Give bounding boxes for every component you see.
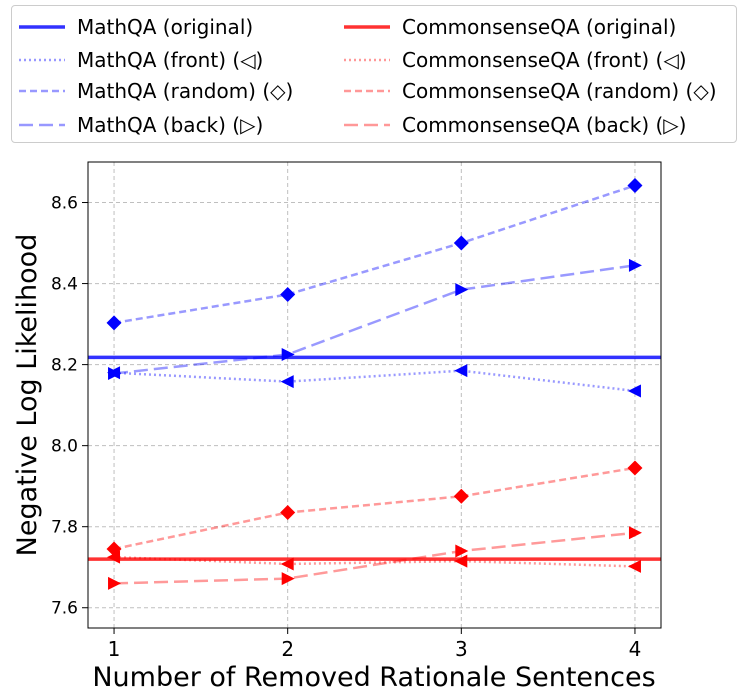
legend-swatch <box>19 89 65 93</box>
y-tick-label: 7.8 <box>51 518 78 538</box>
y-tick-label: 7.6 <box>51 599 78 619</box>
data-point <box>454 554 468 568</box>
x-tick-label: 4 <box>629 637 642 661</box>
legend-label: MathQA (back) (▷) <box>77 113 264 137</box>
series-1 <box>106 178 643 331</box>
legend-label: MathQA (original) <box>77 15 254 39</box>
data-point <box>280 557 294 571</box>
series-3 <box>107 550 641 573</box>
legend-item: CommonsenseQA (random) (◇) <box>342 76 717 106</box>
legend-item: MathQA (original) <box>17 12 253 42</box>
series-2 <box>108 258 642 381</box>
series-line <box>113 184 636 325</box>
legend-item: CommonsenseQA (back) (▷) <box>342 110 686 140</box>
data-point <box>453 235 469 251</box>
data-point <box>627 384 641 398</box>
legend-item: MathQA (random) (◇) <box>17 76 293 106</box>
x-tick-label: 3 <box>455 637 468 661</box>
data-point <box>281 572 295 586</box>
x-tick-label: 2 <box>281 637 294 661</box>
data-point <box>627 559 641 573</box>
x-tick-label: 1 <box>108 637 121 661</box>
legend-swatch <box>19 25 65 29</box>
legend-label: CommonsenseQA (random) (◇) <box>402 79 717 103</box>
data-point <box>280 505 296 521</box>
data-point <box>280 287 296 303</box>
data-point <box>627 460 643 476</box>
series <box>106 178 643 590</box>
legend-label: MathQA (front) (◁) <box>77 48 264 72</box>
legend-swatch <box>19 123 65 127</box>
grid <box>88 162 661 628</box>
data-point <box>106 315 122 331</box>
plot-area-frame <box>87 161 662 629</box>
legend-swatch <box>344 89 390 93</box>
y-axis-label: Negative Log Likelihood <box>12 234 43 557</box>
legend-item: MathQA (front) (◁) <box>17 45 263 75</box>
data-point <box>453 488 469 504</box>
legend-item: CommonsenseQA (front) (◁) <box>342 45 687 75</box>
baselines <box>88 355 661 561</box>
legend-label: CommonsenseQA (original) <box>402 15 677 39</box>
series-line <box>113 264 636 375</box>
legend-item: CommonsenseQA (original) <box>342 12 676 42</box>
series-line <box>113 466 636 551</box>
series-4 <box>106 460 643 557</box>
y-tick-label: 8.4 <box>51 275 78 295</box>
y-tick-label: 8.6 <box>51 194 78 214</box>
series-line <box>114 531 636 585</box>
series-0 <box>107 364 641 398</box>
y-tick-label: 8.2 <box>51 356 78 376</box>
data-point <box>455 283 469 297</box>
data-point <box>280 375 294 389</box>
data-point <box>455 544 469 558</box>
legend-item: MathQA (back) (▷) <box>17 110 263 140</box>
legend: MathQA (original) CommonsenseQA (original… <box>11 5 737 143</box>
data-point <box>454 364 468 378</box>
data-point <box>628 526 642 540</box>
y-tick-label: 8.0 <box>51 437 78 457</box>
data-point <box>108 367 122 381</box>
legend-label: CommonsenseQA (front) (◁) <box>402 48 687 72</box>
data-point <box>106 541 122 557</box>
legend-swatch <box>344 25 390 29</box>
series-5 <box>108 526 642 590</box>
data-point <box>108 576 122 590</box>
series-line <box>113 369 636 393</box>
legend-label: CommonsenseQA (back) (▷) <box>402 113 687 137</box>
data-point <box>627 178 643 194</box>
legend-swatch <box>344 123 390 127</box>
data-point <box>107 550 121 564</box>
axes: 1 2 3 4 7.6 7.8 8.0 8.2 8.4 8.6 <box>51 194 641 661</box>
data-point <box>628 258 642 272</box>
legend-label: MathQA (random) (◇) <box>77 79 294 103</box>
series-line <box>113 555 635 568</box>
x-axis-label: Number of Removed Rationale Sentences <box>92 662 655 693</box>
data-point <box>281 347 295 361</box>
